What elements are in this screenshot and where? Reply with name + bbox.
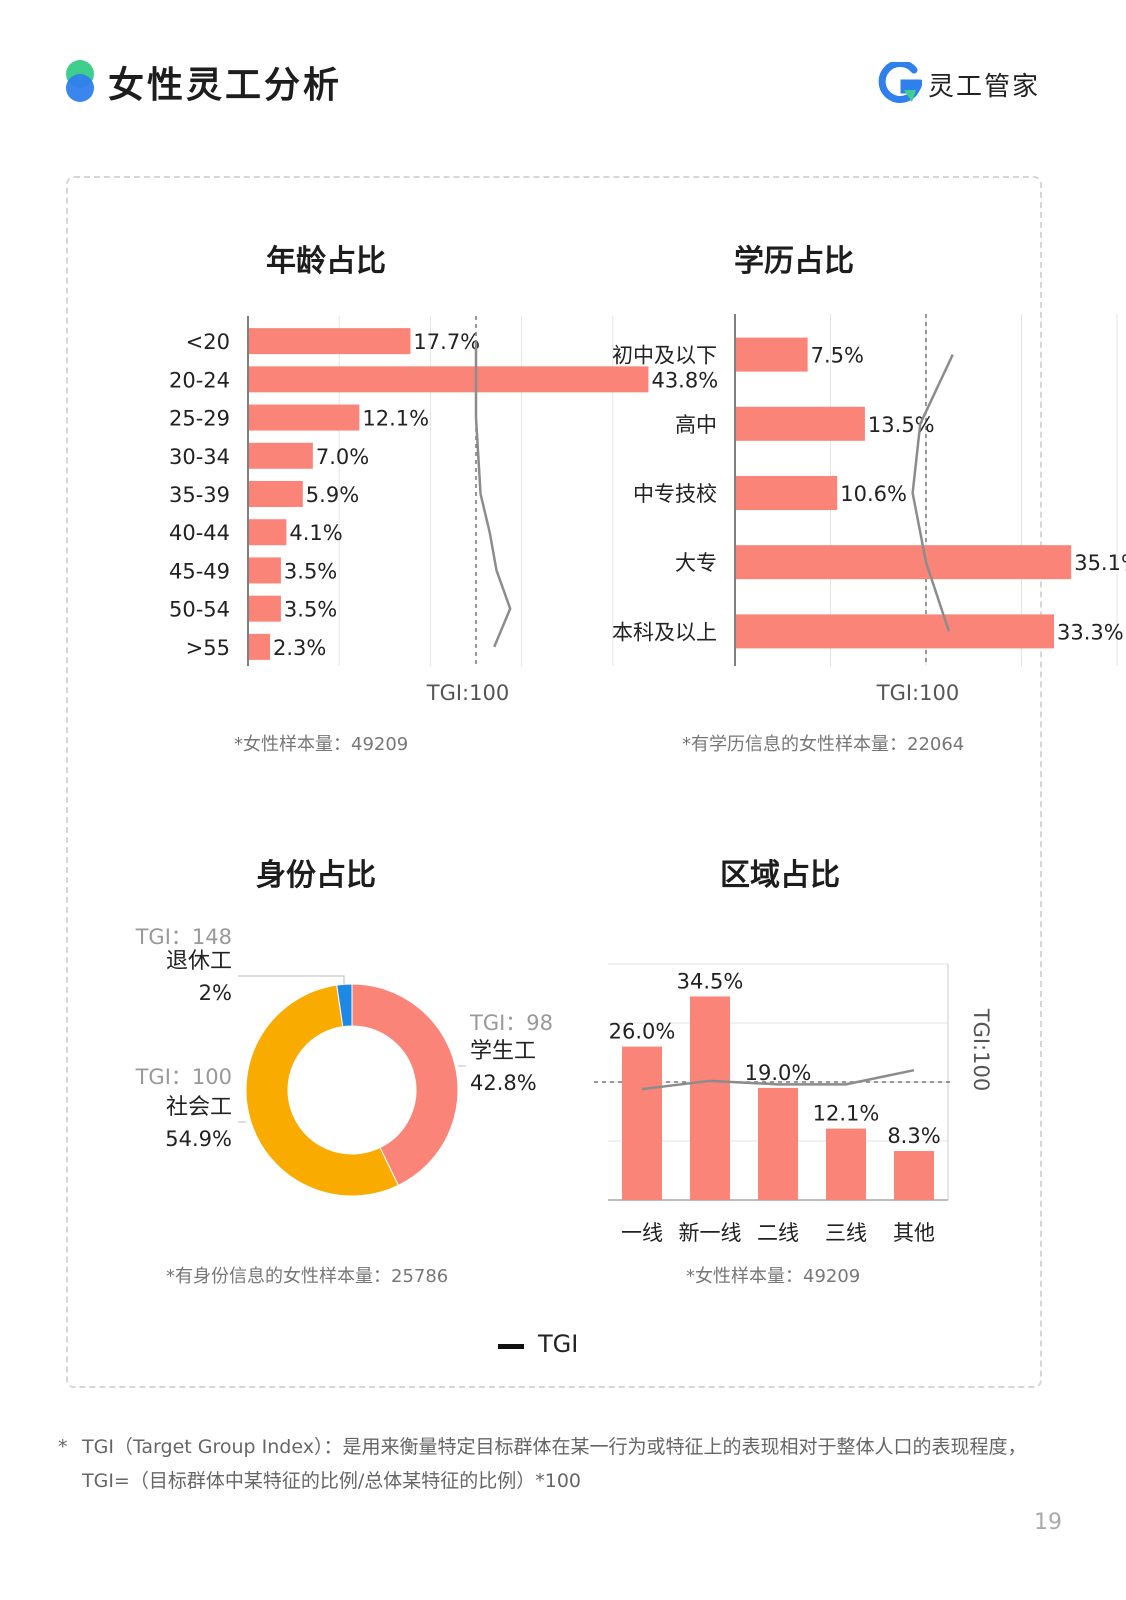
category-label: <20: [186, 330, 230, 354]
data-label: 7.5%: [811, 344, 864, 368]
data-label: 12.1%: [813, 1102, 880, 1126]
data-label: 3.5%: [284, 598, 337, 622]
category-label: 高中: [675, 413, 717, 437]
tgi-reference-label: TGI:100: [426, 681, 509, 705]
category-label: >55: [186, 636, 230, 660]
data-label: 17.7%: [413, 330, 480, 354]
tgi-reference-label: TGI:100: [876, 681, 959, 705]
slice-name-student: 学生工: [470, 1039, 536, 1064]
category-label: 中专技校: [633, 482, 717, 506]
slice-name-retired: 退休工: [166, 949, 232, 974]
data-label: 4.1%: [289, 521, 342, 545]
education-sample-note: *有学历信息的女性样本量：22064: [682, 734, 965, 755]
category-label: 本科及以上: [612, 620, 717, 644]
age-bar-chart: <20 17.7% 20-24 43.8% 25-29 12.1% 30-34 7.0% 35-…: [169, 316, 718, 705]
data-label: 35.1%: [1074, 551, 1126, 575]
category-label: 新一线: [679, 1221, 742, 1245]
donut-slice: [336, 983, 353, 1028]
tgi-reference-label: TGI:100: [969, 1008, 993, 1091]
data-label: 10.6%: [840, 482, 907, 506]
category-label: 50-54: [169, 598, 230, 622]
data-label: 34.5%: [677, 969, 744, 993]
education-chart-title: 学历占比: [734, 244, 854, 279]
bar: [249, 481, 303, 507]
category-label: 25-29: [169, 407, 230, 431]
tgi-label-retired: TGI：148: [135, 925, 232, 949]
page-number: 19: [1034, 1510, 1062, 1535]
bar: [736, 337, 808, 372]
bar: [894, 1151, 934, 1200]
donut-slice: [351, 983, 459, 1187]
category-label: 初中及以下: [612, 344, 717, 368]
region-sample-note: *女性样本量：49209: [686, 1266, 861, 1287]
bar: [758, 1087, 798, 1200]
charts-panel: [66, 176, 1042, 1388]
footnote-text: TGI（Target Group Index）：是用来衡量特定目标群体在某一行为…: [82, 1436, 1027, 1492]
data-label: 3.5%: [284, 559, 337, 583]
data-label: 26.0%: [609, 1020, 676, 1044]
leader-line-retired: [238, 975, 345, 984]
bar: [736, 476, 838, 510]
category-label: 30-34: [169, 445, 230, 469]
bar: [249, 404, 360, 431]
age-chart-title: 年龄占比: [266, 244, 386, 279]
slice-name-social: 社会工: [166, 1095, 232, 1120]
legend-tgi-swatch: [498, 1344, 524, 1349]
title-dot-blue: [66, 74, 94, 102]
category-label: 二线: [757, 1221, 799, 1245]
tgi-label-student: TGI：98: [469, 1011, 553, 1035]
category-label: 一线: [621, 1221, 663, 1245]
region-chart-title: 区域占比: [720, 858, 840, 893]
bar: [249, 633, 270, 660]
bar: [249, 519, 287, 546]
bar: [249, 442, 313, 469]
identity-chart-title: 身份占比: [256, 858, 376, 893]
logo-icon: [878, 62, 922, 103]
age-sample-note: *女性样本量：49209: [234, 734, 409, 755]
footnote-star: *: [58, 1436, 68, 1458]
bar: [622, 1046, 662, 1200]
page-title: 女性灵工分析: [108, 65, 343, 106]
category-label: 20-24: [169, 368, 230, 392]
category-label: 40-44: [169, 521, 230, 545]
education-bar-chart: 初中及以下7.5%高中13.5%中专技校10.6%大专35.1%本科及以上33.…: [612, 314, 1126, 705]
tgi-line: [474, 341, 512, 648]
category-label: 大专: [675, 551, 717, 575]
tgi-label-social: TGI：100: [135, 1065, 232, 1089]
slice-value-retired: 2%: [199, 981, 232, 1005]
data-label: 7.0%: [316, 445, 369, 469]
logo-text: 灵工管家: [928, 72, 1041, 102]
tgi-line: [641, 1068, 915, 1091]
legend-tgi-label: TGI: [538, 1330, 579, 1358]
category-label: 35-39: [169, 483, 230, 507]
slice-value-social: 54.9%: [165, 1127, 232, 1151]
bar: [736, 614, 1055, 649]
bar: [826, 1128, 866, 1200]
data-label: 19.0%: [745, 1061, 812, 1085]
bar: [736, 406, 865, 441]
slice-value-student: 42.8%: [470, 1071, 537, 1095]
region-bar-chart: 26.0% 一线 34.5% 新一线 19.0% 二线 12.1% 三线 8.3% 其他 TGI:1…: [594, 963, 993, 1245]
bar: [690, 996, 730, 1200]
identity-sample-note: *有身份信息的女性样本量：25786: [166, 1266, 449, 1287]
data-label: 33.3%: [1057, 620, 1124, 644]
data-label: 8.3%: [887, 1124, 940, 1148]
bar: [249, 595, 281, 622]
data-label: 5.9%: [306, 483, 359, 507]
bar: [249, 328, 411, 355]
category-label: 其他: [893, 1221, 935, 1245]
donut-slice: [245, 984, 400, 1197]
category-label: 45-49: [169, 559, 230, 583]
bar: [249, 557, 281, 584]
category-label: 三线: [825, 1221, 867, 1245]
data-label: 2.3%: [273, 636, 326, 660]
bar: [249, 366, 649, 393]
bar: [736, 545, 1072, 580]
tgi-line: [911, 354, 954, 632]
data-label: 12.1%: [362, 407, 429, 431]
data-label: 43.8%: [651, 368, 718, 392]
